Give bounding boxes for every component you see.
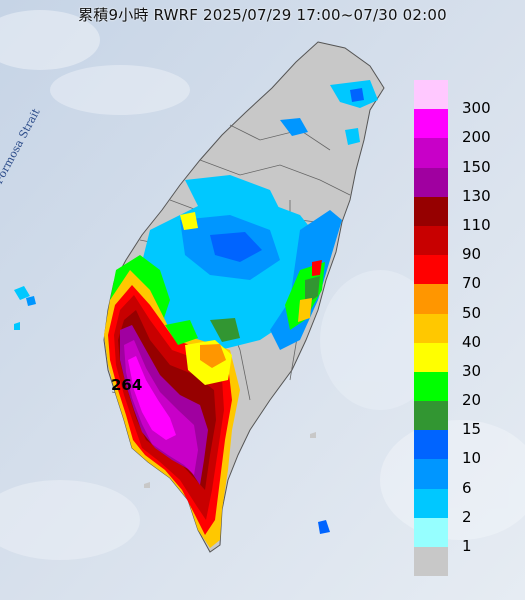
legend-label: 6 (462, 478, 472, 497)
legend-row: 15 (414, 401, 509, 438)
rainfall-legend: 300 200 150 130 110 90 70 50 40 30 20 15 10 6 2 1 (414, 80, 509, 577)
legend-swatch (414, 342, 448, 372)
legend-row: 6 (414, 459, 509, 497)
legend-label: 110 (462, 215, 491, 234)
legend-row: 200 (414, 109, 509, 146)
legend-row: 110 (414, 196, 509, 234)
legend-label: 15 (462, 420, 482, 439)
legend-swatch (414, 517, 448, 547)
legend-label: 90 (462, 245, 482, 264)
legend-swatch (414, 313, 448, 343)
legend-label: 20 (462, 391, 482, 410)
legend-swatch (414, 488, 448, 518)
legend-row: 1 (414, 517, 509, 555)
legend-swatch (414, 284, 448, 314)
legend-label: 200 (462, 128, 491, 147)
legend-row: 40 (414, 313, 509, 351)
legend-row (414, 547, 509, 577)
legend-row: 70 (414, 255, 509, 292)
legend-swatch (414, 167, 448, 197)
legend-swatch (414, 459, 448, 489)
legend-label: 50 (462, 303, 482, 322)
legend-row: 50 (414, 284, 509, 322)
legend-label: 10 (462, 449, 482, 468)
legend-swatch (414, 196, 448, 226)
legend-label: 30 (462, 361, 482, 380)
map-title: 累積9小時 RWRF 2025/07/29 17:00~07/30 02:00 (78, 6, 447, 24)
legend-swatch (414, 430, 448, 460)
legend-row: 2 (414, 488, 509, 526)
legend-label: 1 (462, 537, 472, 555)
cloud-texture (0, 10, 525, 560)
max-rainfall-label: 264 (111, 376, 143, 394)
legend-row: 90 (414, 225, 509, 263)
legend-label: 40 (462, 332, 482, 351)
legend-swatch (414, 371, 448, 402)
legend-label: 300 (462, 99, 491, 118)
rainfall-shading (104, 80, 378, 548)
legend-swatch (414, 255, 448, 285)
legend-row: 10 (414, 430, 509, 467)
offshore-islands (14, 286, 330, 534)
legend-row: 20 (414, 371, 509, 409)
legend-row: 150 (414, 138, 509, 176)
legend-swatch (414, 547, 448, 577)
legend-swatch (414, 109, 448, 139)
legend-label: 2 (462, 507, 472, 526)
legend-swatch (414, 225, 448, 256)
legend-label: 130 (462, 186, 491, 205)
legend-row: 30 (414, 342, 509, 380)
legend-row: 300 (414, 80, 509, 117)
legend-swatch (414, 401, 448, 431)
legend-swatch (414, 138, 448, 168)
legend-label: 150 (462, 157, 491, 176)
legend-swatch (414, 80, 448, 110)
legend-row: 130 (414, 167, 509, 205)
legend-label: 70 (462, 274, 482, 293)
